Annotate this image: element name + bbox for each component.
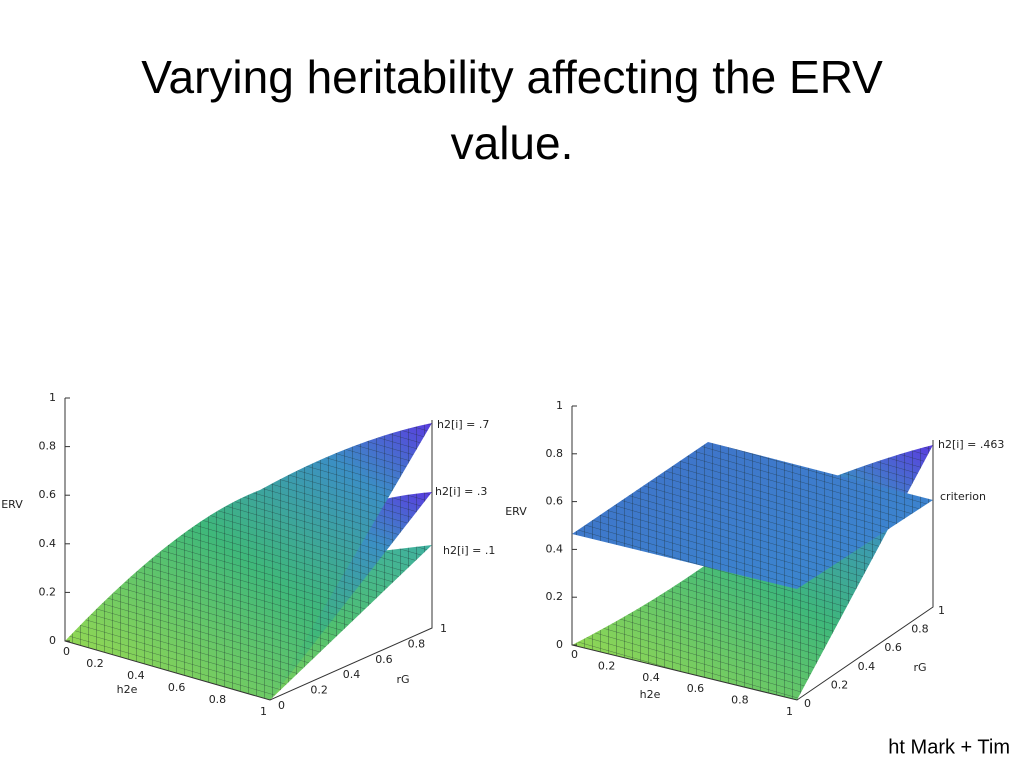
x-tick-label: 0.4 [642,671,660,684]
x-tick-label: 0.2 [86,657,104,670]
y-tick-label: 0.4 [343,668,361,681]
mesh [65,423,432,700]
z-tick-label: 0.8 [546,447,564,460]
credit: ht Mark + Tim [888,736,1010,758]
y-tick-label: 0.2 [310,684,328,697]
z-tick-label: 0.6 [546,495,564,508]
surface-label: criterion [940,490,986,503]
z-tick-label: 1 [556,399,563,412]
z-tick-label: 0.4 [546,542,564,555]
y-axis-label: rG [913,661,926,674]
z-tick-label: 0.6 [39,488,57,501]
z-axis-label: ERV [505,505,527,518]
y-tick-label: 0.4 [858,660,876,673]
surface-label: h2[i] = .3 [435,485,487,498]
z-tick-label: 0.4 [39,537,57,550]
surface-label: h2[i] = .463 [938,438,1004,451]
z-tick-label: 0 [556,638,563,651]
x-tick-label: 0.2 [598,659,616,672]
x-tick-label: 1 [260,705,267,718]
x-tick-label: 0.8 [209,693,227,706]
z-tick-label: 0 [49,634,56,647]
z-tick-label: 0.2 [546,590,564,603]
y-tick-label: 0 [804,697,811,710]
y-tick-label: 1 [440,622,447,635]
surface-label: h2[i] = .1 [443,544,495,557]
x-axis-label: h2e [640,688,661,701]
y-tick-label: 0 [278,699,285,712]
x-axis-label: h2e [117,683,138,696]
x-tick-label: 0 [571,648,578,661]
z-tick-label: 0.8 [39,440,57,453]
x-tick-label: 0.8 [731,694,749,707]
z-tick-label: 0.2 [39,585,57,598]
y-tick-label: 0.6 [375,653,393,666]
z-tick-label: 1 [49,391,56,404]
y-tick-label: 0.2 [831,678,849,691]
axes [64,398,433,701]
mesh [572,442,933,589]
plot-left [64,398,433,701]
plot-right [571,406,934,701]
surface-label: h2[i] = .7 [437,418,489,431]
y-tick-label: 0.8 [911,623,929,636]
x-tick-label: 0.4 [127,669,145,682]
x-tick-label: 1 [786,705,793,718]
y-tick-label: 0.6 [884,641,902,654]
x-tick-label: 0.6 [168,681,186,694]
title-line1: Varying heritability affecting the ERV va… [141,51,883,169]
x-tick-label: 0 [63,645,70,658]
y-tick-label: 0.8 [408,637,426,650]
y-axis-label: rG [396,673,409,686]
y-tick-label: 1 [938,604,945,617]
x-tick-label: 0.6 [687,682,705,695]
axes [571,406,934,701]
z-axis-label: ERV [1,498,23,511]
